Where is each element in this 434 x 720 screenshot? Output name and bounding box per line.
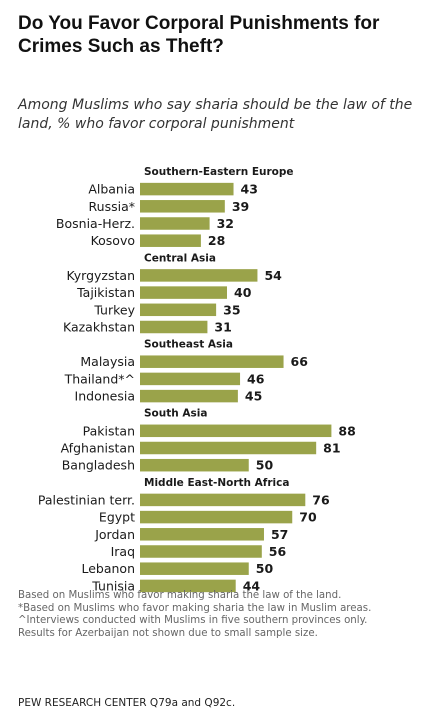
value-label: 45 bbox=[245, 389, 262, 404]
category-label: Indonesia bbox=[75, 389, 135, 404]
bar bbox=[140, 269, 258, 282]
category-label: Lebanon bbox=[81, 561, 135, 576]
bar bbox=[140, 182, 234, 196]
bar bbox=[140, 320, 208, 334]
bar bbox=[140, 286, 227, 299]
bar bbox=[140, 510, 293, 524]
footnote: Based on Muslims who favor making sharia… bbox=[18, 590, 342, 601]
category-label: Tunisia bbox=[91, 578, 135, 593]
value-label: 66 bbox=[291, 354, 309, 369]
bar bbox=[140, 424, 332, 438]
category-label: Egypt bbox=[99, 510, 135, 525]
group-header: Middle East-North Africa bbox=[144, 477, 289, 489]
source-line: PEW RESEARCH CENTER Q79a and Q92c. bbox=[18, 697, 236, 709]
bar bbox=[140, 579, 236, 593]
value-label: 50 bbox=[256, 561, 274, 576]
group-header: South Asia bbox=[144, 408, 207, 420]
category-label: Bangladesh bbox=[62, 458, 135, 473]
value-label: 76 bbox=[312, 492, 330, 507]
footnote: ^Interviews conducted with Muslims in fi… bbox=[18, 615, 368, 627]
bar bbox=[140, 234, 201, 247]
footnotes: Based on Muslims who favor making sharia… bbox=[18, 590, 423, 640]
value-label: 35 bbox=[223, 302, 240, 317]
category-label: Jordan bbox=[94, 527, 135, 542]
value-label: 54 bbox=[264, 268, 282, 283]
bar bbox=[140, 562, 249, 575]
bar bbox=[140, 355, 284, 368]
bar bbox=[140, 217, 210, 230]
value-label: 31 bbox=[214, 320, 231, 335]
value-label: 88 bbox=[338, 423, 355, 438]
value-label: 56 bbox=[269, 544, 287, 559]
category-label: Kazakhstan bbox=[63, 320, 135, 335]
bar bbox=[140, 372, 241, 386]
chart-title: Do You Favor Corporal Punishments for Cr… bbox=[18, 13, 380, 57]
value-label: 43 bbox=[241, 182, 258, 197]
value-label: 46 bbox=[247, 371, 265, 386]
bar bbox=[140, 493, 306, 507]
bar bbox=[140, 303, 217, 317]
category-label: Kosovo bbox=[91, 233, 135, 248]
category-label: Turkey bbox=[93, 302, 135, 317]
group-header: Southern-Eastern Europe bbox=[144, 166, 294, 178]
value-label: 32 bbox=[217, 216, 234, 231]
group-header: Central Asia bbox=[144, 252, 216, 264]
value-label: 70 bbox=[299, 510, 317, 525]
category-label: Iraq bbox=[111, 544, 135, 559]
category-label: Bosnia-Herz. bbox=[56, 216, 135, 231]
value-label: 50 bbox=[256, 458, 274, 473]
value-label: 81 bbox=[323, 441, 340, 456]
bar bbox=[140, 441, 317, 455]
value-label: 57 bbox=[271, 527, 288, 542]
category-label: Thailand*^ bbox=[64, 371, 135, 386]
value-label: 39 bbox=[232, 199, 249, 214]
category-label: Afghanistan bbox=[61, 441, 135, 456]
value-label: 28 bbox=[208, 233, 225, 248]
group-header: Southeast Asia bbox=[144, 339, 233, 351]
category-label: Albania bbox=[88, 182, 135, 197]
category-label: Malaysia bbox=[80, 354, 135, 369]
bar bbox=[140, 545, 262, 558]
bar bbox=[140, 200, 225, 213]
footnote: *Based on Muslims who favor making shari… bbox=[18, 602, 372, 614]
bar bbox=[140, 389, 238, 403]
bar bbox=[140, 458, 249, 472]
category-label: Pakistan bbox=[83, 423, 135, 438]
category-label: Palestinian terr. bbox=[38, 492, 135, 507]
value-label: 40 bbox=[234, 285, 252, 300]
category-label: Tajikistan bbox=[76, 285, 135, 300]
bar bbox=[140, 528, 264, 541]
category-label: Russia* bbox=[89, 199, 135, 214]
value-label: 44 bbox=[243, 578, 261, 593]
category-label: Kyrgyzstan bbox=[67, 268, 136, 283]
chart-subtitle: Among Muslims who say sharia should be t… bbox=[18, 97, 413, 132]
footnote: Results for Azerbaijan not shown due to … bbox=[18, 627, 318, 639]
